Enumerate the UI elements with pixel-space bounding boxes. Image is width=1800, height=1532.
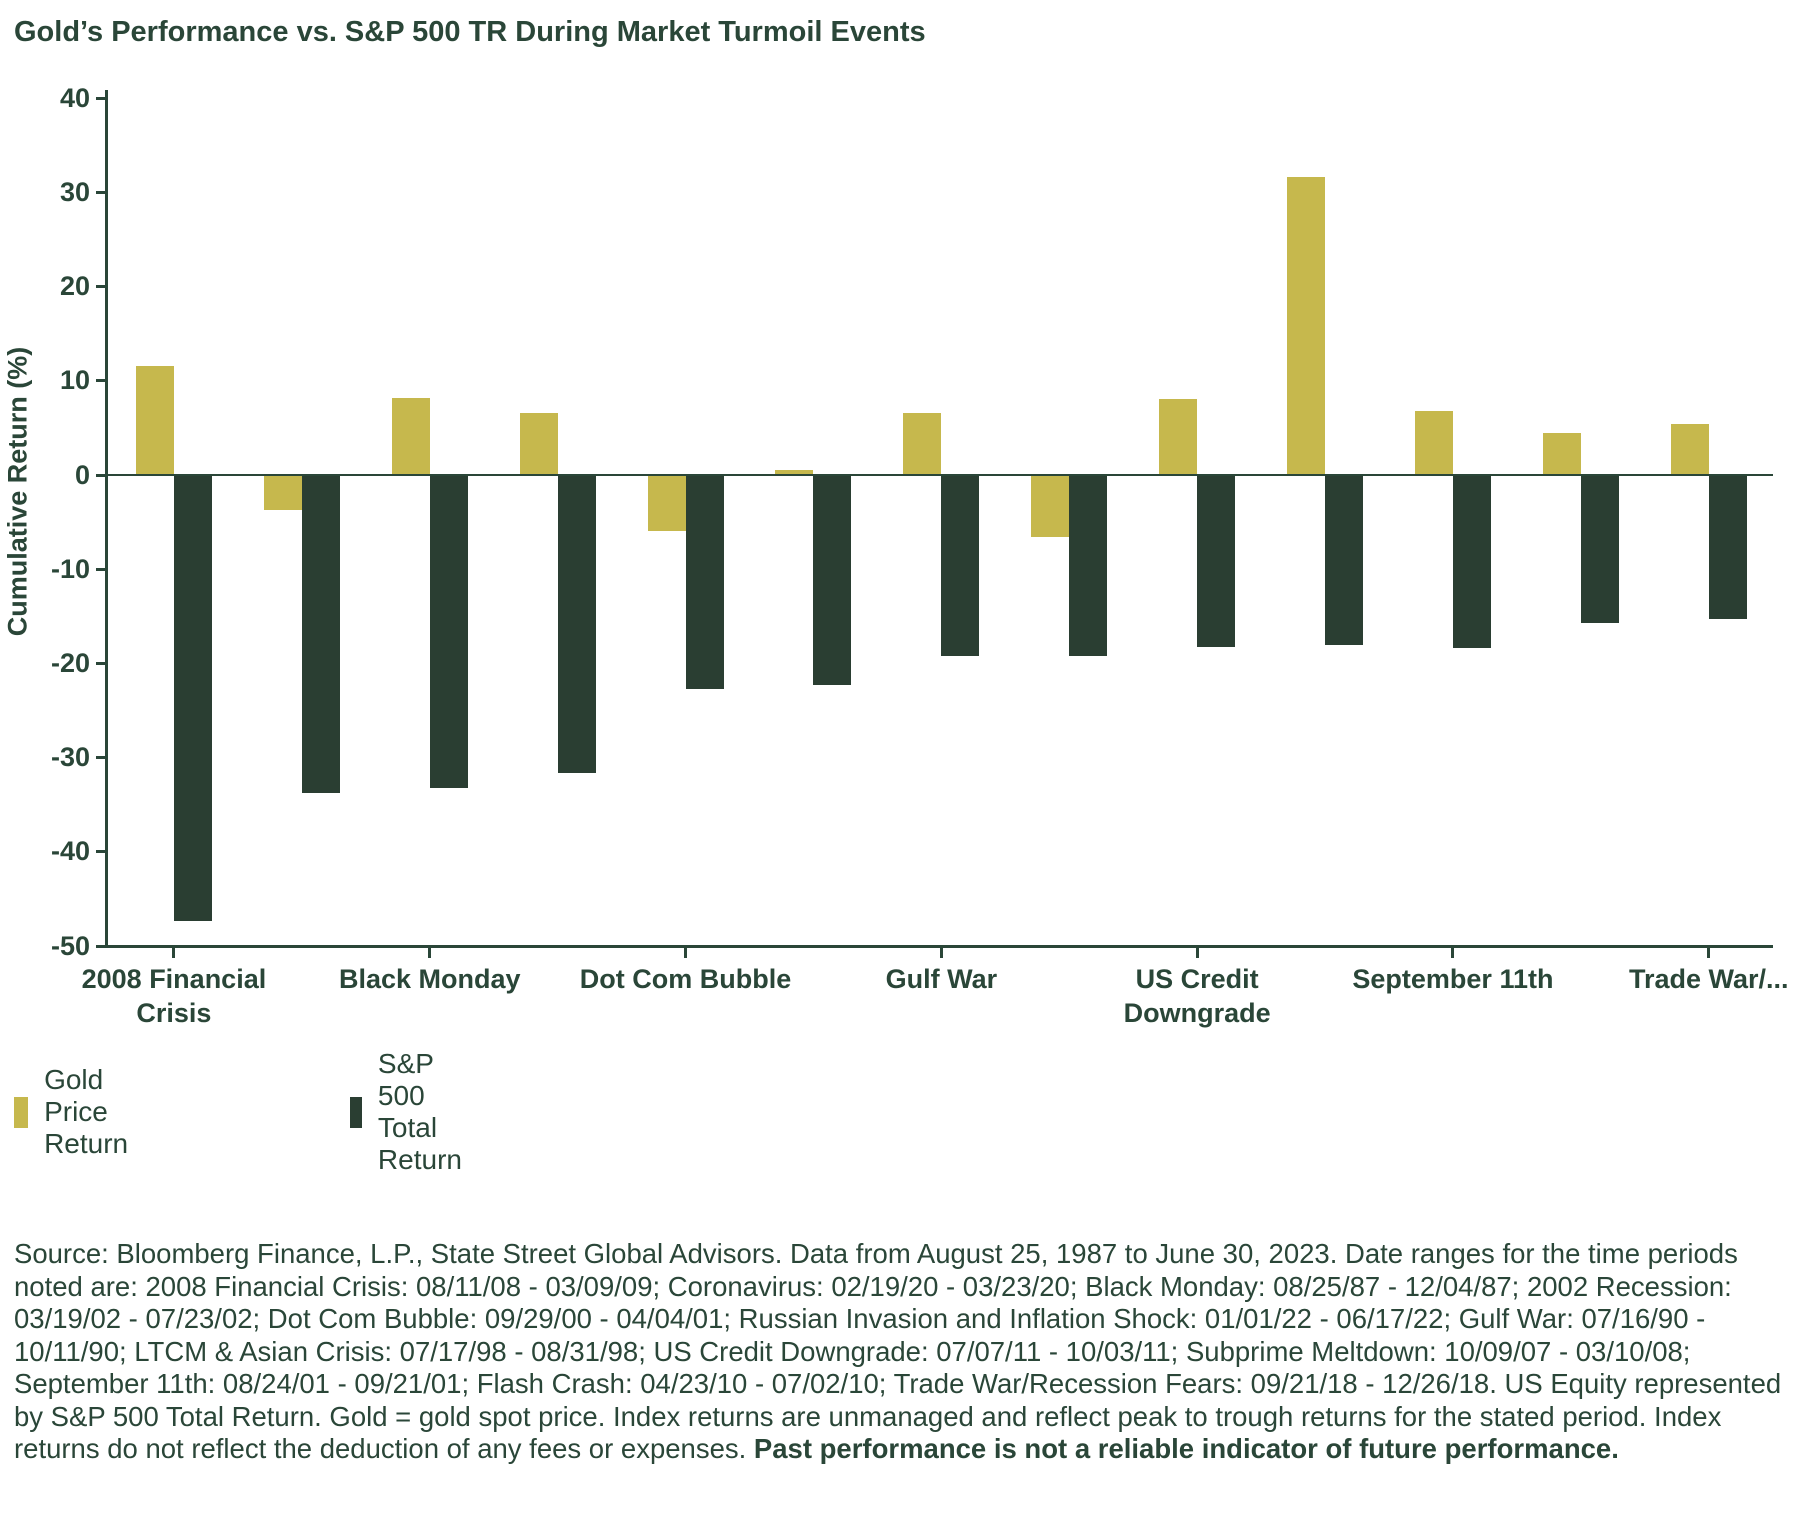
sp500-bar-7 [941, 475, 980, 656]
sp500-bar-8 [1069, 475, 1108, 656]
x-category-label: Dot Com Bubble [579, 964, 792, 994]
gold-bar-13 [1670, 424, 1709, 475]
gold-bar-10 [1287, 177, 1326, 475]
y-tick-label: 30 [59, 176, 90, 207]
x-axis-line [105, 945, 1773, 948]
gold-bar-9 [1159, 398, 1198, 475]
y-axis-line [105, 90, 108, 948]
y-tick-label: -10 [50, 553, 90, 584]
sp500-bar-13 [1708, 475, 1747, 620]
y-tick-mark [96, 96, 105, 100]
gold-bar-7 [903, 412, 942, 475]
x-tick-mark [684, 948, 688, 958]
sp500-bar-11 [1452, 475, 1491, 649]
sp500-bar-2 [301, 475, 340, 794]
gold-bar-1 [135, 365, 174, 475]
x-category-label: Trade War/... [1628, 964, 1789, 994]
legend-item-gold: Gold Price Return [14, 1064, 145, 1159]
gold-bar-4 [519, 412, 558, 475]
gold-bar-3 [391, 397, 430, 475]
y-tick-label: 40 [59, 82, 90, 113]
bar-chart: Cumulative Return (%) 40 30 20 10 0 -10 -20 -30… [3, 82, 1789, 1028]
y-tick-label: -20 [50, 647, 90, 678]
x-tick-mark [939, 948, 943, 958]
sp500-bar-6 [813, 475, 852, 686]
sp500-bar-3 [429, 475, 468, 788]
y-tick-mark [96, 661, 105, 665]
sp500-swatch-icon [350, 1096, 362, 1128]
y-tick-label: -40 [50, 836, 90, 867]
x-tick-mark [172, 948, 176, 958]
gold-swatch-icon [14, 1096, 29, 1128]
sp500-bar-10 [1325, 475, 1364, 645]
x-tick-mark [1707, 948, 1711, 958]
y-tick-label: 10 [59, 365, 90, 396]
sp500-bar-12 [1580, 475, 1619, 623]
gold-bar-8 [1031, 475, 1070, 538]
legend-sp500-label: S&P 500 Total Return [377, 1048, 462, 1175]
gold-bar-5 [647, 475, 686, 531]
footnote-text: Source: Bloomberg Finance, L.P., State S… [14, 1238, 1782, 1464]
y-tick-mark [96, 285, 105, 289]
y-tick-mark [96, 850, 105, 854]
y-tick-label: 20 [59, 271, 90, 302]
x-category-label: Gulf War [885, 964, 998, 994]
gold-bar-2 [263, 475, 302, 510]
x-tick-mark [1195, 948, 1199, 958]
gold-bar-11 [1414, 410, 1453, 475]
x-category-label: Black Monday [338, 964, 521, 994]
sp500-bar-1 [173, 475, 212, 921]
legend-gold-label: Gold Price Return [44, 1064, 129, 1159]
x-category-label: US Credit Downgrade [1123, 964, 1271, 1028]
sp500-bar-5 [685, 475, 724, 689]
x-tick-mark [428, 948, 432, 958]
y-tick-mark [96, 944, 105, 948]
source-footnote: Source: Bloomberg Finance, L.P., State S… [14, 1238, 1792, 1466]
y-tick-mark [96, 190, 105, 194]
footnote-disclaimer: Past performance is not a reliable indic… [753, 1433, 1619, 1464]
y-tick-label: -30 [50, 742, 90, 773]
y-tick-mark [96, 756, 105, 760]
x-category-label: September 11th [1352, 964, 1554, 994]
y-tick-mark [96, 567, 105, 571]
gold-bar-6 [775, 470, 814, 475]
chart-title: Gold’s Performance vs. S&P 500 TR During… [14, 16, 926, 48]
sp500-bar-4 [557, 475, 596, 773]
y-tick-label: -50 [50, 930, 90, 961]
y-tick-mark [96, 379, 105, 383]
x-tick-mark [1451, 948, 1455, 958]
zero-baseline [105, 474, 1773, 476]
y-tick-label: 0 [74, 459, 90, 490]
x-category-label: 2008 Financial Crisis [81, 964, 267, 1028]
sp500-bar-9 [1197, 475, 1236, 648]
legend-item-sp500: S&P 500 Total Return [350, 1048, 481, 1175]
y-tick-mark [96, 473, 105, 477]
gold-bar-12 [1542, 432, 1581, 475]
